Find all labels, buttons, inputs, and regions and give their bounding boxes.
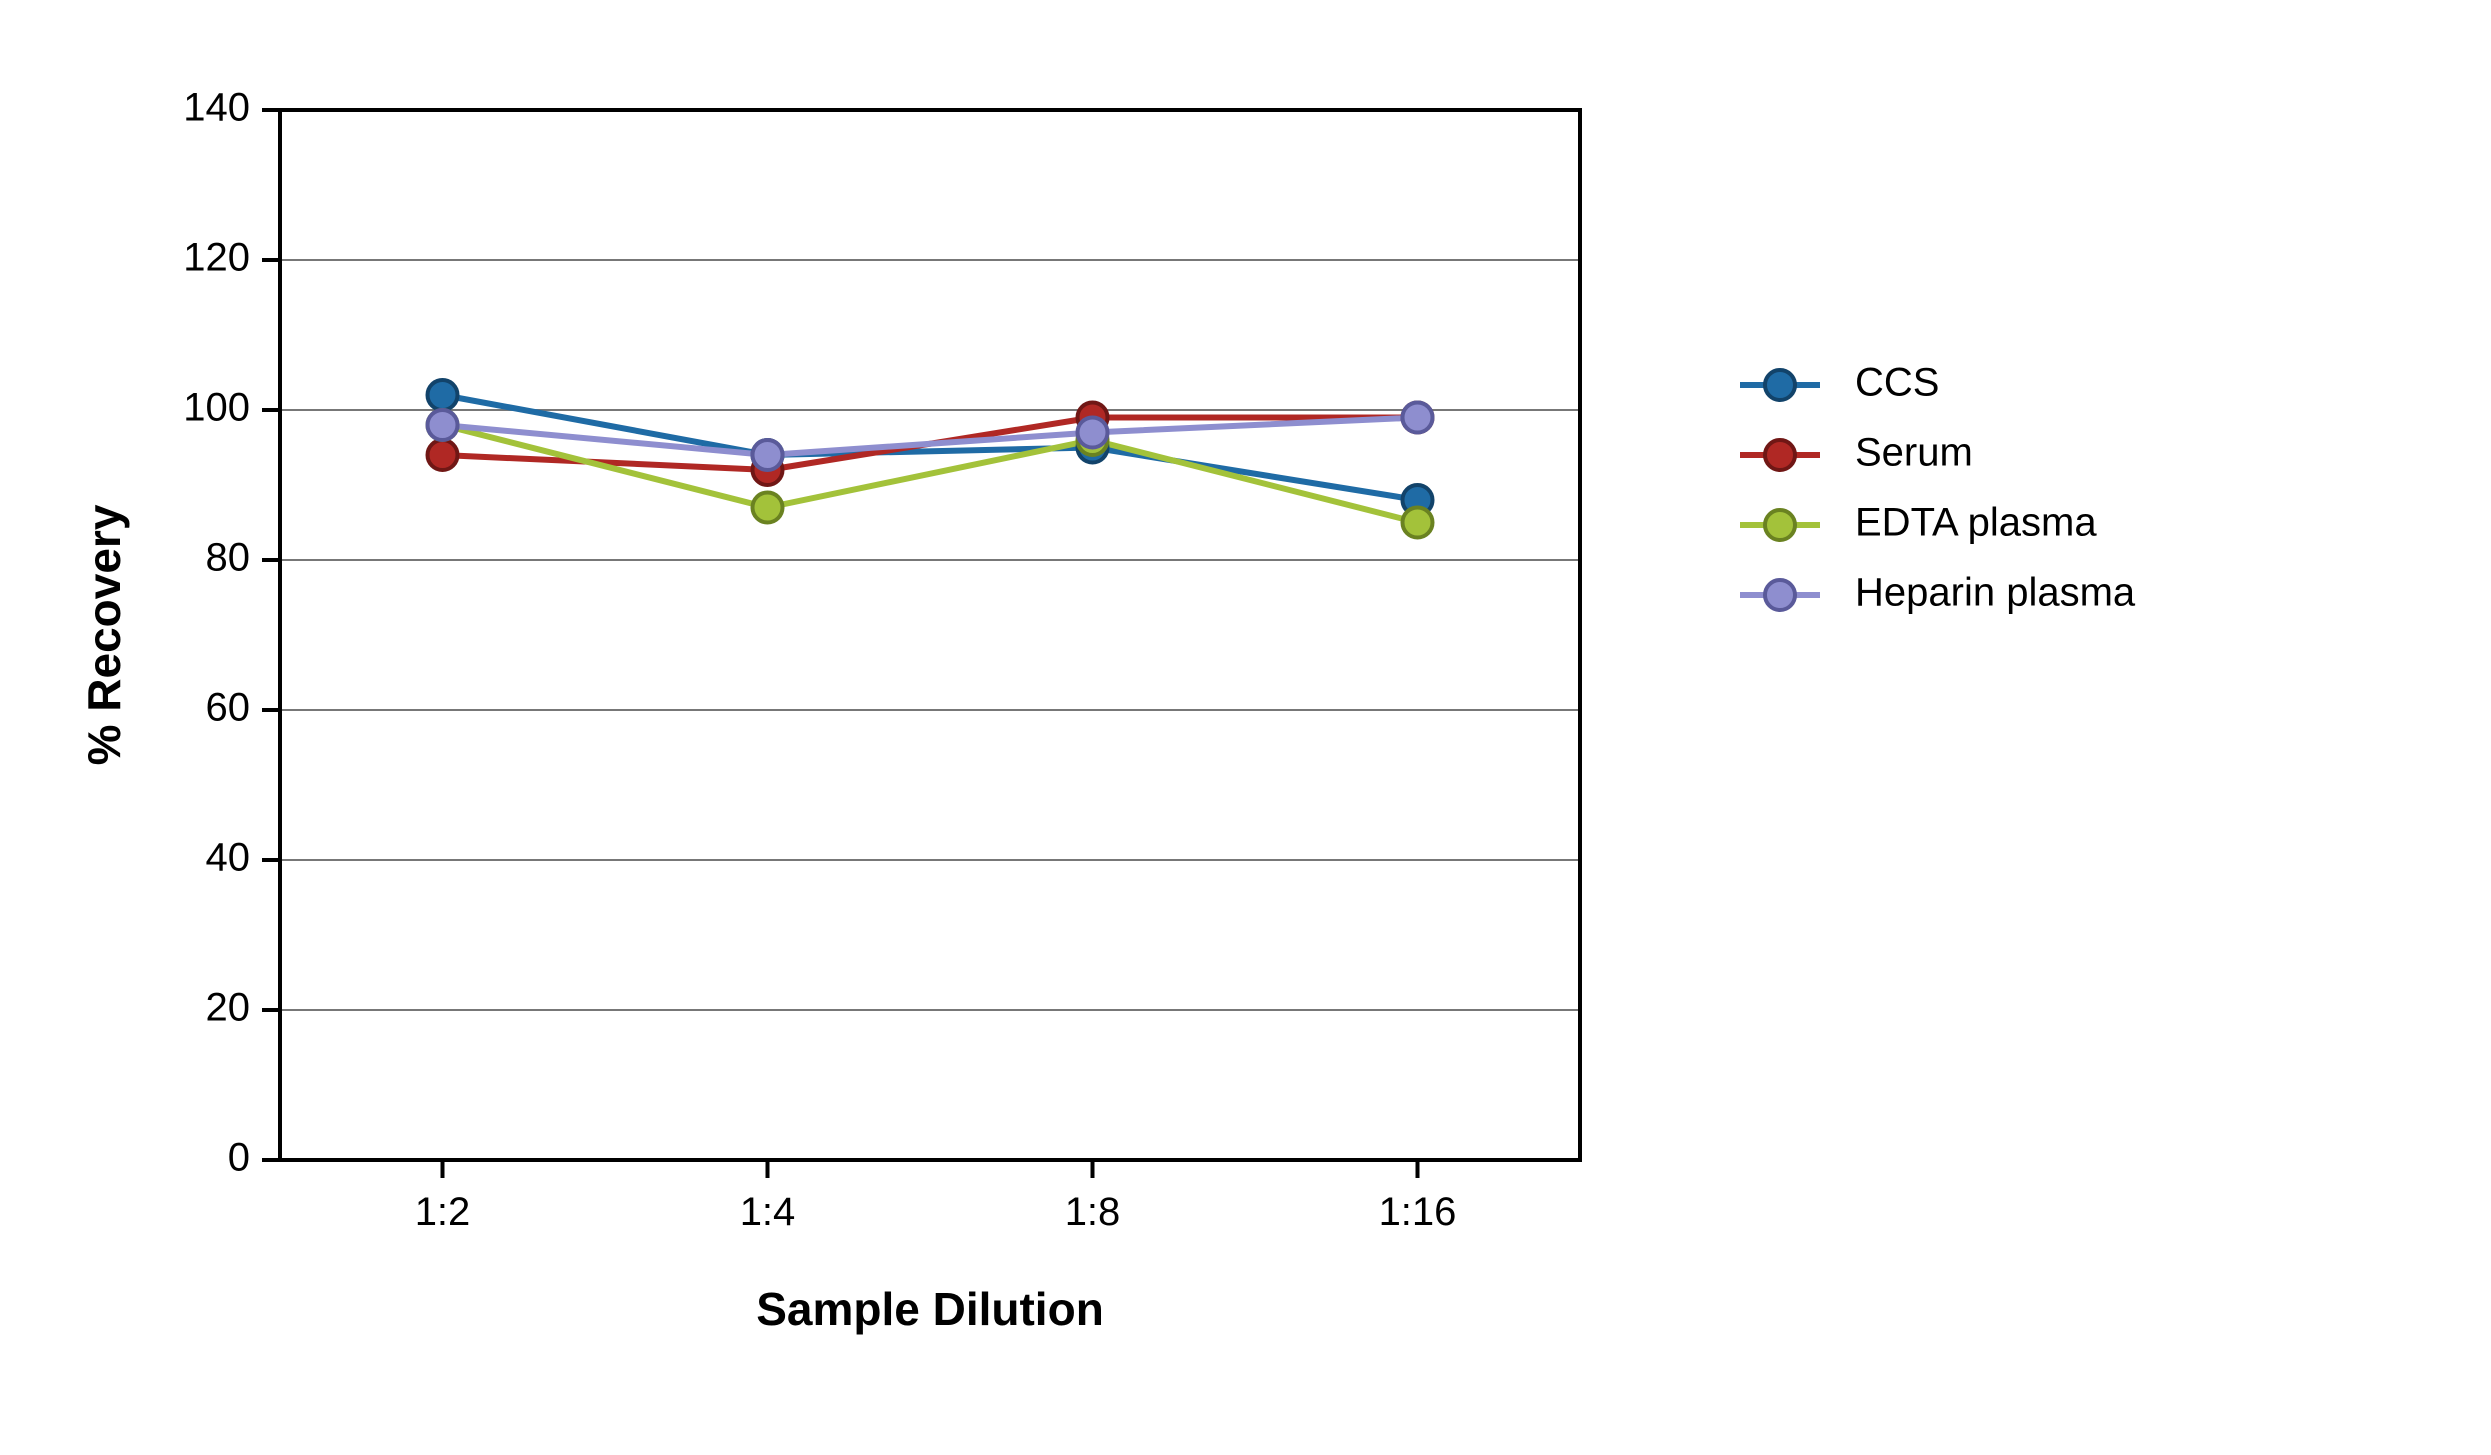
series-marker-1 [428, 440, 458, 470]
x-tick-label: 1:16 [1379, 1190, 1457, 1234]
legend-label: Serum [1855, 431, 1973, 475]
legend-label: CCS [1855, 361, 1939, 405]
y-axis-title: % Recovery [78, 504, 130, 765]
y-tick-label: 80 [206, 536, 251, 580]
series-marker-0 [428, 380, 458, 410]
legend-marker [1765, 510, 1795, 540]
recovery-line-chart: 0 20 40 60 80 100 120 140 1:2 1:4 1:8 1:16 % Recover… [0, 0, 2491, 1455]
y-tick-label: 100 [183, 386, 250, 430]
y-tick-label: 120 [183, 236, 250, 280]
legend-label: Heparin plasma [1855, 571, 2136, 615]
x-tick-label: 1:4 [740, 1190, 796, 1234]
legend-marker [1765, 580, 1795, 610]
legend-marker [1765, 440, 1795, 470]
series-marker-3 [1403, 403, 1433, 433]
legend-label: EDTA plasma [1855, 501, 2097, 545]
y-tick-label: 20 [206, 986, 251, 1030]
chart-background [0, 0, 2491, 1455]
x-tick-label: 1:2 [415, 1190, 471, 1234]
y-tick-label: 60 [206, 686, 251, 730]
chart-container: 0 20 40 60 80 100 120 140 1:2 1:4 1:8 1:16 % Recover… [0, 0, 2491, 1455]
series-marker-3 [1078, 418, 1108, 448]
y-tick-label: 140 [183, 86, 250, 130]
x-axis-title: Sample Dilution [756, 1283, 1104, 1335]
series-marker-3 [753, 440, 783, 470]
legend-marker [1765, 370, 1795, 400]
x-tick-label: 1:8 [1065, 1190, 1121, 1234]
series-marker-2 [753, 493, 783, 523]
y-tick-label: 0 [228, 1136, 250, 1180]
series-marker-3 [428, 410, 458, 440]
y-tick-label: 40 [206, 836, 251, 880]
series-marker-2 [1403, 508, 1433, 538]
